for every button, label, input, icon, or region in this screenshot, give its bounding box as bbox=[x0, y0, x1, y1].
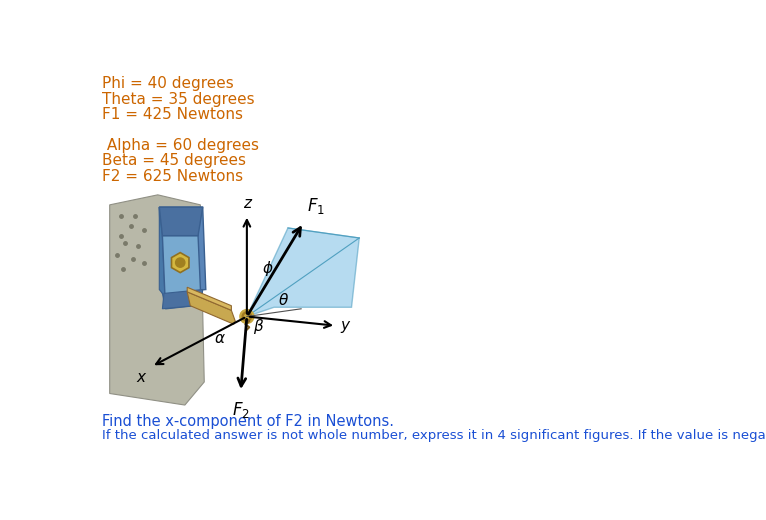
Text: F1 = 425 Newtons: F1 = 425 Newtons bbox=[102, 107, 243, 122]
Circle shape bbox=[244, 314, 249, 319]
Polygon shape bbox=[172, 253, 189, 272]
Text: If the calculated answer is not whole number, express it in 4 significant figure: If the calculated answer is not whole nu… bbox=[102, 429, 766, 442]
Text: y: y bbox=[341, 318, 349, 333]
Text: $\theta$: $\theta$ bbox=[278, 292, 289, 307]
Circle shape bbox=[240, 309, 254, 323]
Text: $\phi$: $\phi$ bbox=[262, 259, 273, 278]
Polygon shape bbox=[159, 207, 203, 236]
Polygon shape bbox=[162, 290, 203, 309]
Text: Find the x-component of F2 in Newtons.: Find the x-component of F2 in Newtons. bbox=[102, 413, 394, 428]
Polygon shape bbox=[187, 287, 231, 310]
Polygon shape bbox=[247, 228, 359, 317]
Polygon shape bbox=[162, 236, 201, 309]
Text: Alpha = 60 degrees: Alpha = 60 degrees bbox=[102, 138, 259, 153]
Text: $\beta$: $\beta$ bbox=[253, 317, 264, 336]
Text: Beta = 45 degrees: Beta = 45 degrees bbox=[102, 153, 246, 168]
Polygon shape bbox=[159, 207, 206, 293]
Text: z: z bbox=[243, 196, 251, 211]
Polygon shape bbox=[187, 292, 235, 324]
Circle shape bbox=[242, 312, 251, 321]
Polygon shape bbox=[159, 207, 165, 309]
Text: $F_2$: $F_2$ bbox=[232, 400, 250, 420]
Polygon shape bbox=[110, 195, 205, 405]
Text: Theta = 35 degrees: Theta = 35 degrees bbox=[102, 92, 254, 107]
Circle shape bbox=[175, 258, 185, 267]
Text: F2 = 625 Newtons: F2 = 625 Newtons bbox=[102, 168, 243, 184]
Text: Phi = 40 degrees: Phi = 40 degrees bbox=[102, 76, 234, 92]
Text: $\alpha$: $\alpha$ bbox=[214, 331, 226, 346]
Text: x: x bbox=[136, 370, 146, 385]
Text: $F_1$: $F_1$ bbox=[306, 197, 325, 216]
